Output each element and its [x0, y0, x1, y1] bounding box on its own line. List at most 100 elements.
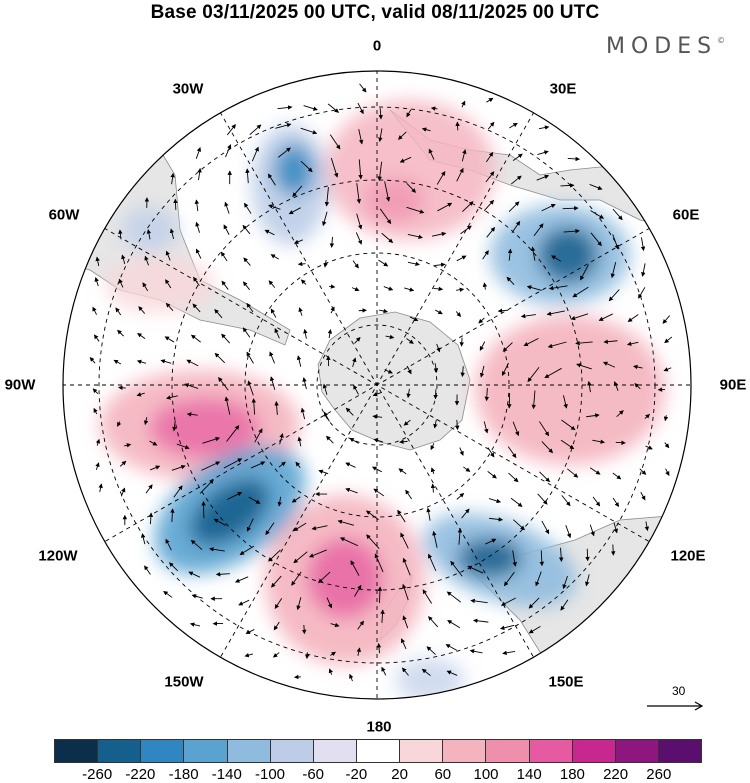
- wind-vector: [118, 385, 126, 390]
- wind-vector: [118, 278, 124, 288]
- wind-vector: [633, 364, 643, 370]
- wind-vector: [541, 203, 556, 212]
- wind-vector: [486, 226, 496, 238]
- wind-vector: [288, 207, 301, 215]
- colorbar-swatch: [183, 740, 227, 762]
- anomaly-positive: [475, 315, 665, 465]
- wind-vector: [329, 236, 335, 248]
- wind-vector: [358, 159, 363, 180]
- wind-vector: [385, 334, 395, 340]
- wind-vector: [487, 447, 495, 458]
- wind-vector: [461, 508, 470, 519]
- wind-vector: [638, 287, 646, 299]
- wind-vector: [124, 443, 132, 448]
- wind-vector: [246, 351, 254, 364]
- wind-vector: [214, 352, 226, 364]
- wind-vector: [463, 466, 471, 472]
- wind-vector: [379, 208, 392, 225]
- wind-vector: [330, 157, 339, 178]
- wind-vector: [148, 512, 154, 525]
- wind-vector: [300, 279, 307, 285]
- wind-vector: [500, 624, 515, 630]
- wind-vector: [268, 204, 281, 210]
- wind-vector: [328, 668, 334, 675]
- wind-vector: [374, 553, 384, 573]
- wind-vector: [322, 211, 328, 227]
- wind-vector: [165, 279, 172, 289]
- wind-vector: [454, 419, 460, 431]
- wind-vector: [538, 125, 550, 130]
- wind-vector: [192, 303, 201, 313]
- wind-vector: [354, 584, 362, 597]
- wind-vector: [350, 560, 360, 576]
- wind-vector: [380, 609, 385, 623]
- wind-vector: [95, 256, 100, 267]
- colorbar-tick-label: 60: [434, 766, 452, 783]
- wind-vector: [472, 618, 489, 623]
- wind-vector: [509, 122, 518, 129]
- wind-vector: [489, 517, 504, 522]
- wind-vector: [173, 485, 183, 498]
- wind-vector: [193, 276, 200, 287]
- wind-vector: [560, 599, 569, 611]
- wind-vector: [269, 376, 276, 390]
- wind-vector: [274, 598, 283, 609]
- wind-vector: [639, 468, 647, 475]
- wind-vector: [352, 260, 359, 269]
- wind-vector: [503, 571, 515, 587]
- wind-vector: [428, 553, 437, 572]
- wind-vector: [98, 483, 103, 493]
- wind-vector: [645, 445, 653, 450]
- wind-vector: [279, 433, 284, 445]
- wind-vector: [277, 147, 291, 158]
- wind-vector: [195, 248, 202, 259]
- wind-vector: [355, 232, 362, 245]
- wind-vector: [326, 435, 334, 444]
- anomaly-positive: [365, 178, 425, 222]
- wind-vector: [486, 97, 494, 103]
- wind-vector: [400, 638, 407, 650]
- wind-vector: [510, 175, 522, 185]
- wind-vector: [406, 388, 411, 399]
- wind-vector: [407, 261, 420, 267]
- wind-vector: [456, 287, 465, 292]
- wind-vector: [403, 419, 411, 426]
- wind-vector: [434, 262, 446, 268]
- wind-vector: [500, 597, 516, 606]
- wind-vector: [300, 407, 306, 420]
- wind-vector: [608, 289, 620, 302]
- wind-vector: [478, 317, 485, 324]
- wind-vector: [383, 286, 394, 291]
- wind-vector: [506, 276, 515, 285]
- wind-vector: [191, 594, 203, 599]
- wind-vector: [143, 417, 149, 426]
- wind-vector: [664, 336, 673, 344]
- wind-vector: [541, 441, 554, 454]
- anomaly-shading: [100, 100, 665, 699]
- wind-vector: [93, 334, 100, 342]
- wind-vector: [226, 425, 240, 442]
- wind-vector: [234, 576, 249, 583]
- wind-vector: [243, 281, 250, 291]
- colorbar-ticks: -260 -220 -180 -140 -100 -60 -20 20 60 100 140 180 2…: [0, 766, 750, 783]
- wind-vector: [421, 668, 431, 676]
- colorbar-swatch: [571, 740, 615, 762]
- wind-vector: [339, 537, 359, 547]
- wind-vector: [397, 131, 407, 140]
- wind-vector: [265, 522, 275, 536]
- wind-vector: [482, 282, 488, 290]
- colorbar-swatch: [442, 740, 486, 762]
- wind-vector: [271, 575, 282, 588]
- wind-vector: [461, 149, 467, 162]
- wind-vector: [533, 223, 544, 237]
- wind-vector: [239, 545, 255, 555]
- wind-vector: [273, 621, 280, 631]
- colorbar-swatch: [614, 740, 658, 762]
- colorbar-tick-label: 180: [559, 766, 585, 783]
- wind-vector: [277, 496, 282, 507]
- wind-vector: [165, 250, 171, 261]
- wind-vectors: [89, 83, 673, 682]
- wind-vector: [149, 465, 161, 471]
- wind-vector: [544, 367, 562, 379]
- wind-vector: [589, 467, 601, 475]
